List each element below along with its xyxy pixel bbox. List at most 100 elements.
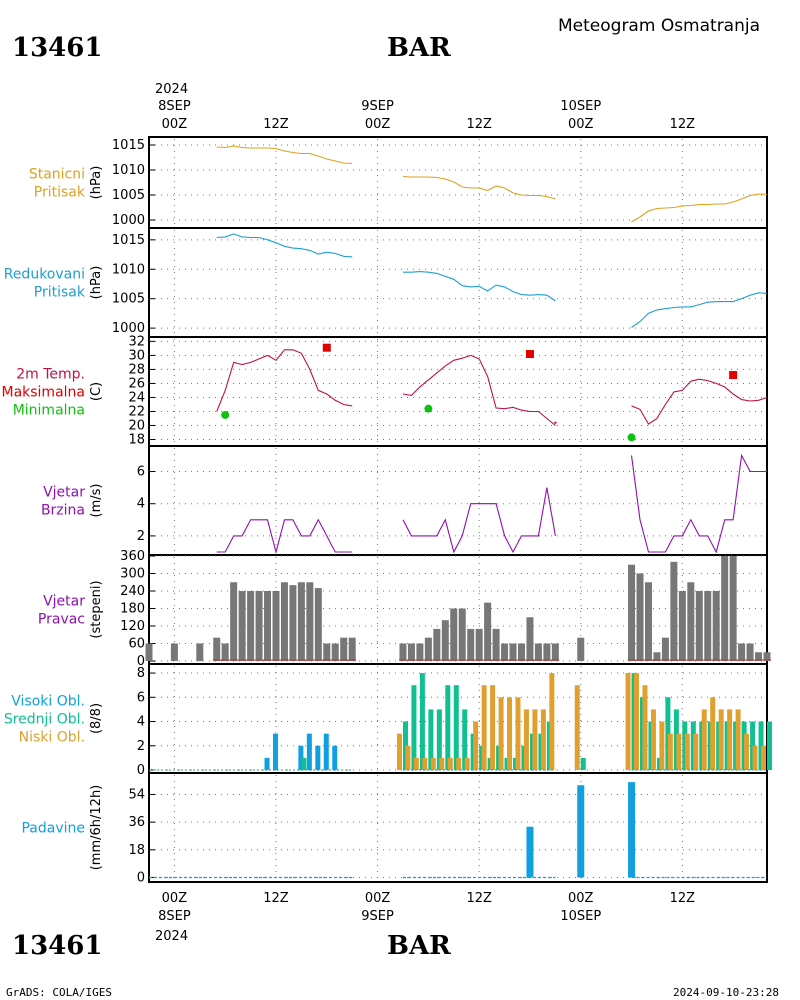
- wind-direction-bar: [230, 582, 238, 661]
- y-tick-label: 120: [120, 619, 145, 634]
- panel-label-line: Pritisak: [34, 285, 86, 301]
- cloud-bar-low: [439, 757, 445, 770]
- wind-direction-bar: [247, 591, 255, 661]
- meteogram-subtitle: Meteogram Osmatranja: [558, 16, 760, 36]
- wind-direction-bar: [653, 652, 661, 661]
- bottom-hour-label: 12Z: [670, 891, 696, 906]
- wind-direction-bar: [416, 643, 424, 661]
- y-tick-label: 1010: [112, 262, 145, 277]
- min-temp-marker: [627, 433, 636, 442]
- y-axis-unit: (mm/6h/12h): [89, 785, 104, 871]
- header: 13461 BAR Meteogram Osmatranja 2024: [12, 16, 760, 97]
- y-tick-label: 300: [120, 567, 145, 582]
- wind-direction-bar: [433, 628, 441, 661]
- cloud-bar-low: [422, 757, 428, 770]
- cloud-bar-low: [735, 709, 741, 770]
- wind-direction-bar: [399, 643, 407, 661]
- cloud-bar-low: [574, 685, 580, 770]
- panel-clouds: 0 2 4 6 8 (8/8) Visoki Obl. Srednji Obl. Niski O…: [4, 663, 772, 778]
- wind-direction-bar: [196, 643, 204, 661]
- cloud-bar-low: [498, 697, 504, 770]
- y-tick-label: 360: [120, 549, 145, 564]
- y-tick-label: 0: [137, 654, 145, 669]
- wind-speed-line-segment: [630, 453, 767, 554]
- wind-direction-bar: [712, 591, 720, 661]
- bottom-hour-label: 12Z: [263, 891, 289, 906]
- panel-label-line: Padavine: [21, 821, 85, 837]
- wind-direction-bar: [763, 652, 771, 661]
- footer: 13461 BAR 2024 GrADS: COLA/IGES 2024-09-…: [6, 929, 779, 999]
- cloud-bar-mid: [767, 721, 772, 770]
- cloud-bar-high: [323, 733, 329, 770]
- cloud-bar-mid: [419, 673, 425, 770]
- panel-pressure: 1000 1005 1010 1015 (hPa) Stanicni Pritisak: [29, 138, 768, 228]
- wind-direction-bar: [755, 652, 763, 661]
- cloud-bar-mid: [428, 709, 434, 770]
- panel-label-line: Srednji Obl.: [4, 712, 85, 728]
- wind-direction-bar: [678, 591, 686, 661]
- y-tick-label: 8: [137, 666, 145, 681]
- cloud-bar-mid: [301, 757, 307, 770]
- panel-reduced: 1000 1005 1010 1015 (hPa) Redukovani Pritisak: [4, 227, 768, 336]
- cloud-bar-low: [540, 709, 546, 770]
- station-pressure-line-segment: [402, 175, 556, 200]
- panels: 1000100510101015(hPa)StanicniPritisak100…: [1, 138, 772, 885]
- wind-direction-bar: [306, 582, 314, 661]
- panel-label-line: Redukovani: [4, 267, 85, 283]
- wind-direction-bar: [255, 591, 263, 661]
- y-tick-label: 1015: [112, 138, 145, 153]
- top-hour-label: 12Z: [670, 117, 696, 132]
- cloud-bar-low: [481, 685, 487, 770]
- top-hour-label: 00Z: [162, 117, 188, 132]
- cloud-bar-low: [490, 685, 496, 770]
- y-tick-label: 18: [128, 843, 145, 858]
- wind-direction-bar: [687, 582, 695, 661]
- wind-speed-line-segment: [216, 518, 353, 555]
- cloud-bar-low: [625, 673, 631, 770]
- wind-direction-bar: [551, 643, 559, 661]
- wind-direction-bar: [543, 643, 551, 661]
- station-name-bottom: BAR: [387, 931, 451, 961]
- wind-direction-bar: [424, 637, 432, 661]
- panel-label-line: Vjetar: [43, 594, 85, 610]
- panel-wdir: 0 60 120 180 240 300 360 (stepeni) Vjetar Pravac: [38, 549, 771, 669]
- cloud-bar-low: [710, 697, 716, 770]
- y-tick-label: 22: [128, 404, 145, 419]
- wind-direction-bar: [644, 582, 652, 661]
- panel-label-line: Pritisak: [34, 185, 86, 201]
- panel-label-line: Vjetar: [43, 485, 85, 501]
- cloud-bar-low: [634, 673, 640, 770]
- cloud-bar-high: [298, 745, 304, 770]
- top-hour-label: 00Z: [365, 117, 391, 132]
- cloud-bar-low: [430, 757, 436, 770]
- panel-label-line: Visoki Obl.: [11, 694, 85, 710]
- cloud-bar-low: [473, 721, 479, 770]
- y-tick-label: 6: [137, 465, 145, 480]
- wind-direction-bar: [467, 628, 475, 661]
- cloud-bar-low: [727, 709, 733, 770]
- cloud-bar-mid: [453, 685, 459, 770]
- reduced-pressure-line-segment: [631, 292, 768, 328]
- panel-label-line: Brzina: [41, 503, 85, 519]
- bottom-date-label: 8SEP: [158, 909, 191, 924]
- wind-direction-bar: [348, 637, 356, 661]
- y-tick-label: 1005: [112, 292, 145, 307]
- cloud-bar-low: [464, 757, 470, 770]
- time-axes: 00Z 00Z 8SEP 8SEP 12Z 12Z 00Z 00Z 9SEP 9SEP 12Z 12Z…: [148, 99, 768, 924]
- y-tick-label: 20: [128, 418, 145, 433]
- station-pressure-line-segment: [216, 145, 353, 165]
- cloud-bar-high: [272, 733, 278, 770]
- cloud-bar-low: [447, 757, 453, 770]
- wind-direction-bar: [289, 585, 297, 661]
- wind-direction-bar: [297, 582, 305, 661]
- precipitation-bar: [577, 785, 585, 878]
- top-date-label: 10SEP: [560, 99, 601, 114]
- y-tick-label: 1010: [112, 163, 145, 178]
- bottom-date-label: 10SEP: [560, 909, 601, 924]
- wind-direction-bar: [458, 608, 466, 661]
- cloud-bar-low: [718, 709, 724, 770]
- y-tick-label: 0: [137, 870, 145, 885]
- cloud-bar-low: [515, 697, 521, 770]
- min-temp-marker: [221, 410, 230, 419]
- cloud-bar-low: [659, 721, 665, 770]
